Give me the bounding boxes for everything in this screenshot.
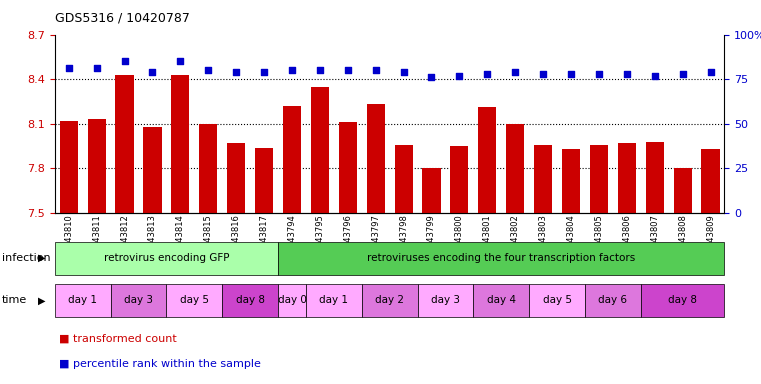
- Bar: [310, 87, 329, 213]
- Bar: [283, 106, 301, 213]
- Text: day 2: day 2: [375, 295, 404, 306]
- Point: [677, 71, 689, 77]
- Bar: [367, 104, 385, 213]
- Bar: [394, 145, 412, 213]
- Text: day 3: day 3: [431, 295, 460, 306]
- Point: [537, 71, 549, 77]
- Bar: [171, 75, 189, 213]
- Point: [62, 65, 75, 71]
- Bar: [222, 284, 278, 317]
- Text: ▶: ▶: [38, 295, 46, 306]
- Point: [91, 65, 103, 71]
- Bar: [641, 284, 724, 317]
- Text: ■ percentile rank within the sample: ■ percentile rank within the sample: [59, 359, 260, 369]
- Bar: [361, 284, 418, 317]
- Bar: [451, 146, 469, 213]
- Bar: [55, 284, 110, 317]
- Bar: [418, 284, 473, 317]
- Text: time: time: [2, 295, 27, 306]
- Bar: [585, 284, 641, 317]
- Point: [174, 58, 186, 65]
- Point: [565, 71, 577, 77]
- Text: day 1: day 1: [68, 295, 97, 306]
- Point: [593, 71, 605, 77]
- Bar: [339, 122, 357, 213]
- Text: infection: infection: [2, 253, 50, 263]
- Text: day 8: day 8: [236, 295, 265, 306]
- Text: day 5: day 5: [180, 295, 209, 306]
- Point: [146, 69, 158, 75]
- Bar: [278, 242, 724, 275]
- Point: [230, 69, 242, 75]
- Point: [342, 67, 354, 73]
- Text: retrovirus encoding GFP: retrovirus encoding GFP: [103, 253, 229, 263]
- Bar: [506, 124, 524, 213]
- Point: [397, 69, 409, 75]
- Point: [454, 73, 466, 79]
- Text: GDS5316 / 10420787: GDS5316 / 10420787: [55, 12, 189, 25]
- Bar: [645, 142, 664, 213]
- Bar: [167, 284, 222, 317]
- Bar: [278, 284, 306, 317]
- Bar: [618, 143, 636, 213]
- Bar: [227, 143, 245, 213]
- Point: [286, 67, 298, 73]
- Bar: [116, 75, 134, 213]
- Point: [258, 69, 270, 75]
- Text: ▶: ▶: [38, 253, 46, 263]
- Bar: [143, 127, 161, 213]
- Point: [202, 67, 215, 73]
- Text: day 1: day 1: [320, 295, 349, 306]
- Point: [509, 69, 521, 75]
- Point: [705, 69, 717, 75]
- Bar: [473, 284, 529, 317]
- Text: day 6: day 6: [598, 295, 627, 306]
- Point: [481, 71, 493, 77]
- Bar: [673, 169, 692, 213]
- Bar: [306, 284, 361, 317]
- Point: [621, 71, 633, 77]
- Bar: [55, 242, 278, 275]
- Point: [425, 74, 438, 81]
- Bar: [255, 147, 273, 213]
- Bar: [59, 121, 78, 213]
- Text: day 8: day 8: [668, 295, 697, 306]
- Text: day 0: day 0: [278, 295, 307, 306]
- Bar: [422, 169, 441, 213]
- Point: [314, 67, 326, 73]
- Text: ■ transformed count: ■ transformed count: [59, 334, 177, 344]
- Bar: [88, 119, 106, 213]
- Bar: [534, 145, 552, 213]
- Bar: [590, 145, 608, 213]
- Bar: [702, 149, 720, 213]
- Text: day 3: day 3: [124, 295, 153, 306]
- Text: day 4: day 4: [487, 295, 516, 306]
- Point: [119, 58, 131, 65]
- Bar: [110, 284, 167, 317]
- Bar: [562, 149, 580, 213]
- Bar: [199, 124, 218, 213]
- Point: [370, 67, 382, 73]
- Text: day 5: day 5: [543, 295, 572, 306]
- Text: retroviruses encoding the four transcription factors: retroviruses encoding the four transcrip…: [367, 253, 635, 263]
- Bar: [478, 108, 496, 213]
- Bar: [529, 284, 585, 317]
- Point: [648, 73, 661, 79]
